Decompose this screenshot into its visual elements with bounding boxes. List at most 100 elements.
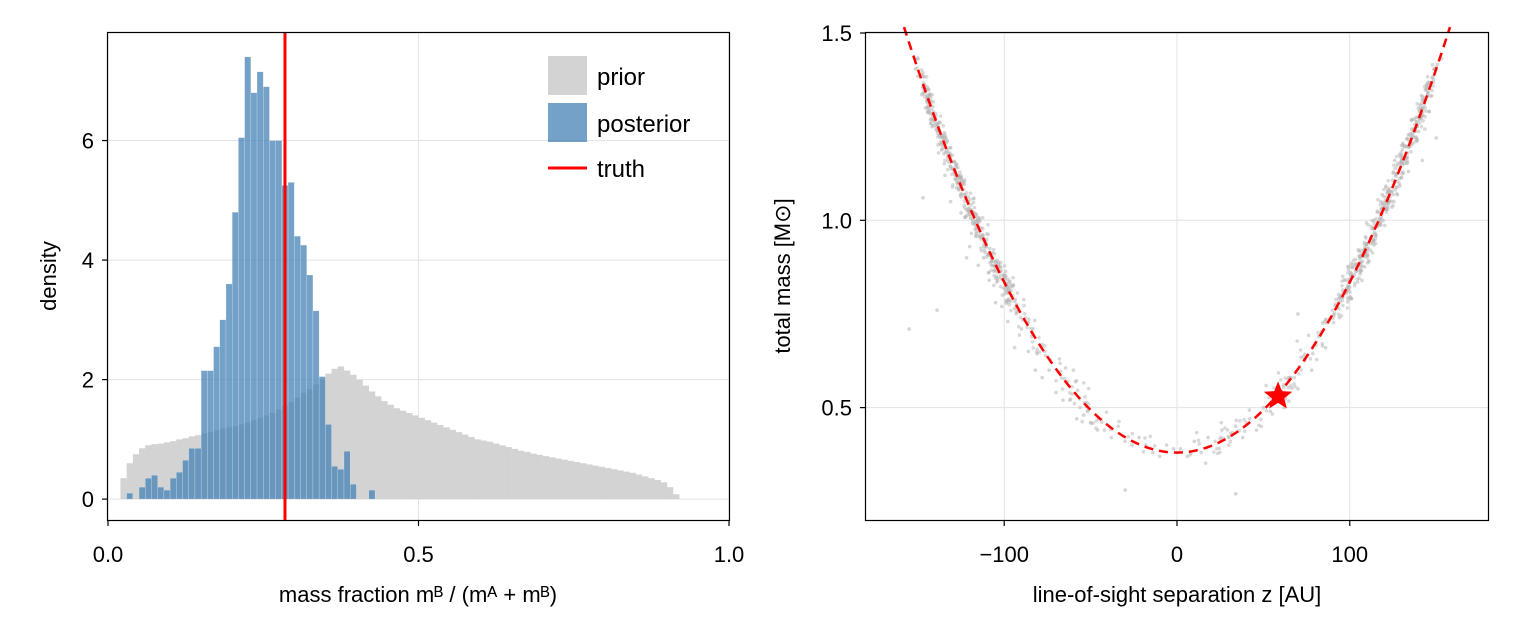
sample-point xyxy=(1414,138,1419,142)
sample-point xyxy=(1419,124,1424,129)
sample-point xyxy=(1383,223,1387,228)
sample-point xyxy=(985,231,989,236)
sample-point xyxy=(999,273,1003,278)
prior-bar xyxy=(151,444,158,500)
sample-point xyxy=(1199,450,1203,455)
sample-point xyxy=(1070,384,1074,389)
sample-point xyxy=(1296,312,1300,316)
posterior-bar xyxy=(349,483,357,500)
sample-point xyxy=(1424,82,1429,87)
sample-point xyxy=(1420,158,1425,163)
sample-point xyxy=(1019,327,1024,331)
prior-bar xyxy=(387,404,394,500)
prior-bar xyxy=(629,472,637,500)
sample-point xyxy=(967,197,972,202)
sample-point xyxy=(1293,384,1297,389)
prior-bar xyxy=(399,410,407,500)
sample-point xyxy=(1270,412,1275,416)
sample-point xyxy=(948,199,953,204)
sample-point xyxy=(1384,201,1388,206)
sample-point xyxy=(931,100,936,104)
sample-point xyxy=(1068,391,1072,395)
sample-point xyxy=(1059,376,1064,380)
sample-point xyxy=(1007,302,1012,307)
sample-point xyxy=(1228,431,1233,436)
sample-point xyxy=(1281,385,1286,389)
sample-point xyxy=(1336,312,1341,317)
sample-point xyxy=(1234,418,1238,423)
legend-prior-swatch xyxy=(548,56,587,95)
sample-point xyxy=(992,269,996,274)
sample-point xyxy=(1233,491,1238,496)
prior-bar xyxy=(362,385,370,500)
sample-point xyxy=(1345,300,1350,304)
sample-point xyxy=(991,283,996,288)
sample-point xyxy=(1368,248,1373,253)
sample-point xyxy=(972,205,977,210)
sample-point xyxy=(1352,272,1357,277)
sample-point xyxy=(1015,291,1020,295)
sample-point xyxy=(1203,461,1208,465)
sample-point xyxy=(924,93,929,97)
sample-point xyxy=(1415,101,1419,106)
sample-point xyxy=(964,207,969,212)
sample-point xyxy=(970,221,975,225)
posterior-bar xyxy=(194,448,202,500)
sample-point xyxy=(954,165,959,170)
posterior-bar xyxy=(182,460,189,500)
sample-point xyxy=(939,148,944,152)
prior-bar xyxy=(592,465,599,500)
sample-point xyxy=(1340,283,1344,288)
sample-point xyxy=(915,66,919,70)
sample-point xyxy=(1057,357,1062,361)
sample-point xyxy=(989,268,994,273)
prior-bar xyxy=(648,478,655,500)
sample-point xyxy=(969,231,974,236)
sample-point xyxy=(1386,178,1391,183)
sample-point xyxy=(1047,368,1051,372)
sample-point xyxy=(993,300,998,305)
prior-bar xyxy=(660,482,668,500)
posterior-bar xyxy=(244,56,252,500)
sample-point xyxy=(1406,169,1411,174)
sample-point xyxy=(998,284,1003,289)
sample-point xyxy=(1346,288,1351,292)
prior-bar xyxy=(418,417,425,500)
prior-bar xyxy=(542,456,550,500)
sample-point xyxy=(1171,447,1176,451)
sample-point xyxy=(932,120,937,124)
prior-bar xyxy=(337,366,345,500)
sample-point xyxy=(919,68,924,72)
sample-point xyxy=(1298,348,1303,352)
sample-point xyxy=(944,138,949,142)
sample-point xyxy=(1022,303,1026,308)
sample-point xyxy=(1411,134,1416,138)
sample-point xyxy=(988,246,992,251)
sample-point xyxy=(1392,158,1397,163)
sample-point xyxy=(1299,368,1304,372)
sample-point xyxy=(1331,320,1336,325)
sample-point xyxy=(1295,339,1300,343)
posterior-bar xyxy=(300,244,307,500)
sample-point xyxy=(1423,109,1428,113)
sample-point xyxy=(1378,202,1383,207)
sample-point xyxy=(921,196,925,200)
sample-point xyxy=(924,74,929,79)
sample-point xyxy=(959,211,963,215)
sample-point xyxy=(1003,269,1008,274)
prior-bar xyxy=(393,408,401,500)
prior-bar xyxy=(455,432,463,500)
right-x-tick-label: −100 xyxy=(979,542,1029,567)
prior-bar xyxy=(368,391,376,500)
sample-point xyxy=(945,167,950,172)
sample-point xyxy=(1409,149,1413,154)
sample-point xyxy=(1003,274,1007,279)
sample-point xyxy=(1350,265,1355,270)
sample-point xyxy=(981,244,986,249)
prior-bar xyxy=(350,374,357,500)
sample-point xyxy=(1316,330,1320,335)
sample-point xyxy=(1031,346,1035,350)
sample-point xyxy=(969,202,974,207)
right-y-tick-label: 0.5 xyxy=(821,396,852,421)
posterior-bar xyxy=(151,474,158,500)
